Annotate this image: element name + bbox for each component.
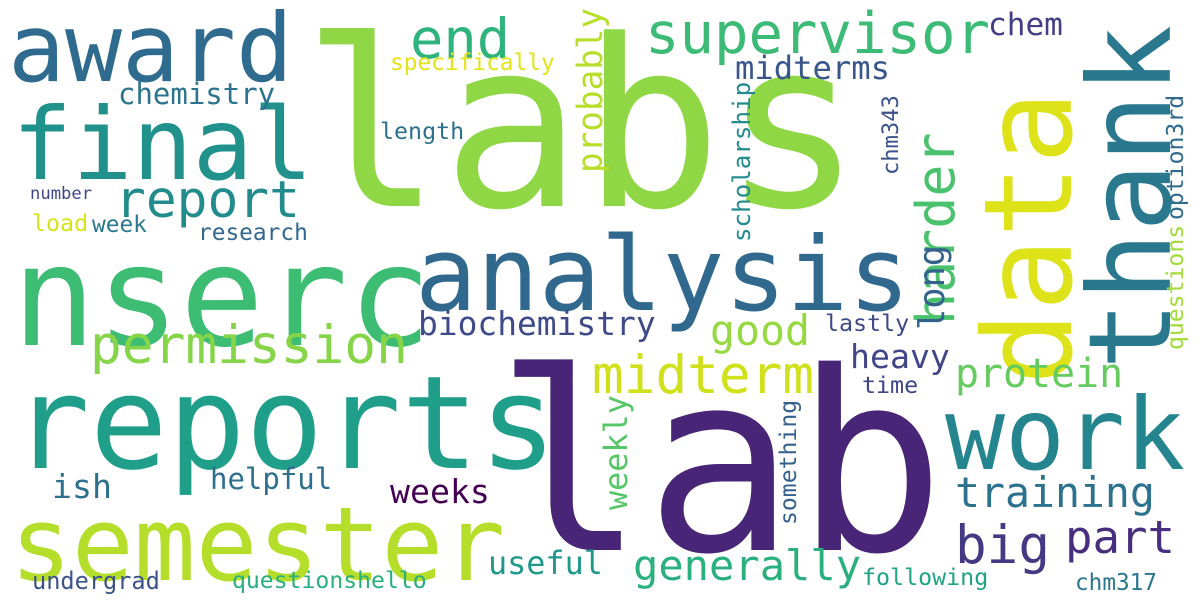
word-part: part — [1065, 511, 1176, 564]
word-midterm: midterm — [592, 345, 815, 406]
word-load: load — [32, 210, 89, 237]
word-ish: ish — [52, 467, 112, 506]
word-training: training — [955, 468, 1155, 517]
word-lastly: lastly — [825, 310, 910, 337]
word-scholarship: scholarship — [728, 81, 756, 242]
word-reports: reports — [12, 349, 557, 499]
word-length: length — [380, 118, 465, 145]
word-work: work — [945, 376, 1186, 493]
word-research: research — [198, 220, 308, 246]
word-award: award — [8, 0, 294, 104]
word-supervisor: supervisor — [645, 0, 990, 67]
word-undergrad: undergrad — [32, 567, 160, 595]
word-semester: semester — [10, 486, 506, 600]
word-something: something — [776, 399, 802, 525]
word-report: report — [115, 170, 300, 230]
word-probably: probably — [571, 7, 611, 173]
word-questionshello: questionshello — [232, 568, 427, 594]
word-chm317: chm317 — [1075, 570, 1157, 596]
word-analysis: analysis — [415, 216, 911, 335]
word-chm343: chm343 — [878, 95, 904, 175]
word-questions: questions — [1163, 224, 1189, 350]
word-time: time — [862, 372, 919, 399]
word-week: week — [92, 212, 147, 238]
word-option3rd: option3rd — [1163, 94, 1189, 220]
word-final: final — [12, 86, 314, 203]
word-end: end — [410, 8, 511, 72]
word-biochemistry: biochemistry — [418, 304, 656, 343]
word-weeks: weeks — [390, 472, 490, 511]
word-heavy: heavy — [850, 337, 950, 376]
word-nserc: nserc — [12, 216, 432, 378]
word-protein: protein — [955, 351, 1124, 397]
word-number: number — [30, 184, 93, 204]
word-generally: generally — [633, 541, 862, 590]
word-chem: chem — [988, 7, 1063, 43]
word-midterms: midterms — [735, 49, 891, 87]
word-chemistry: chemistry — [118, 77, 276, 111]
word-big: big — [955, 515, 1050, 576]
word-specifically: specifically — [390, 50, 555, 76]
word-useful: useful — [488, 545, 603, 582]
word-lab: lab — [495, 319, 946, 600]
word-permission: permission — [90, 315, 408, 376]
word-good: good — [710, 306, 810, 355]
word-weekly: weekly — [598, 395, 635, 510]
word-helpful: helpful — [210, 462, 333, 496]
word-following: following — [862, 564, 989, 591]
word-labs: labs — [302, 0, 863, 261]
word-long: long — [912, 244, 953, 330]
